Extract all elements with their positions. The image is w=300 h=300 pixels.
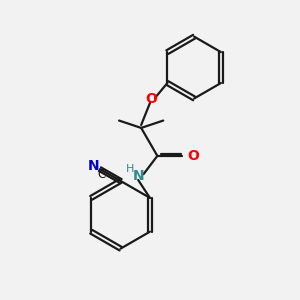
Text: H: H (126, 164, 134, 174)
Text: N: N (132, 169, 144, 184)
Text: N: N (88, 159, 99, 173)
Text: C: C (97, 168, 106, 181)
Text: O: O (146, 92, 158, 106)
Text: O: O (188, 149, 200, 163)
